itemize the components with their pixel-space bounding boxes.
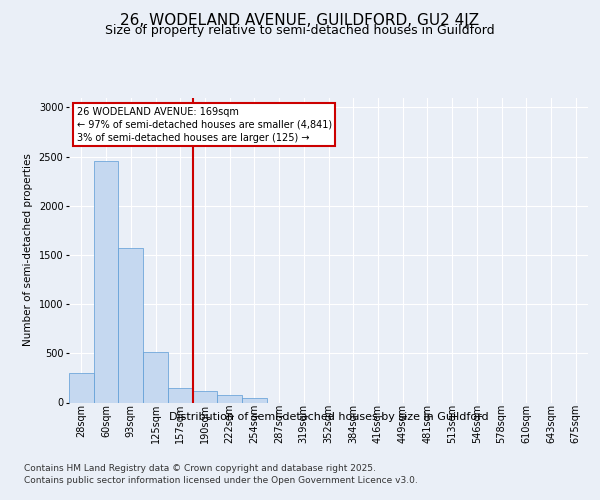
Text: Distribution of semi-detached houses by size in Guildford: Distribution of semi-detached houses by … <box>169 412 488 422</box>
Text: Contains public sector information licensed under the Open Government Licence v3: Contains public sector information licen… <box>24 476 418 485</box>
Bar <box>193 390 217 402</box>
Bar <box>143 352 168 403</box>
Text: 26, WODELAND AVENUE, GUILDFORD, GU2 4JZ: 26, WODELAND AVENUE, GUILDFORD, GU2 4JZ <box>121 12 479 28</box>
Y-axis label: Number of semi-detached properties: Number of semi-detached properties <box>23 154 33 346</box>
Text: 26 WODELAND AVENUE: 169sqm
← 97% of semi-detached houses are smaller (4,841)
3% : 26 WODELAND AVENUE: 169sqm ← 97% of semi… <box>77 106 332 143</box>
Bar <box>118 248 143 402</box>
Bar <box>217 395 242 402</box>
Bar <box>168 388 193 402</box>
Text: Size of property relative to semi-detached houses in Guildford: Size of property relative to semi-detach… <box>105 24 495 37</box>
Bar <box>69 374 94 402</box>
Text: Contains HM Land Registry data © Crown copyright and database right 2025.: Contains HM Land Registry data © Crown c… <box>24 464 376 473</box>
Bar <box>94 162 118 402</box>
Bar <box>242 398 267 402</box>
